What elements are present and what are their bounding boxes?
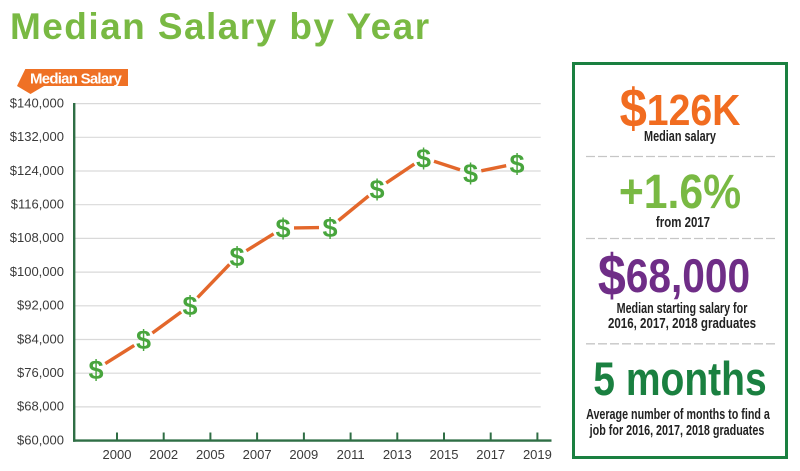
svg-text:Median Salary: Median Salary [30, 70, 123, 87]
svg-text:2000: 2000 [103, 447, 132, 462]
svg-text:$92,000: $92,000 [17, 298, 64, 313]
svg-text:2009: 2009 [289, 447, 318, 462]
svg-text:$84,000: $84,000 [17, 331, 64, 346]
svg-text:$: $ [88, 355, 103, 385]
svg-text:2011: 2011 [337, 447, 365, 462]
svg-text:$: $ [509, 149, 524, 179]
svg-text:2002: 2002 [149, 447, 178, 462]
svg-text:$: $ [369, 175, 384, 205]
svg-text:$132,000: $132,000 [10, 129, 64, 144]
svg-text:$68,000: $68,000 [17, 399, 64, 414]
svg-text:$: $ [229, 242, 244, 272]
svg-text:2017: 2017 [476, 447, 505, 462]
svg-text:$108,000: $108,000 [10, 230, 64, 245]
svg-text:$124,000: $124,000 [10, 163, 64, 178]
svg-text:2007: 2007 [243, 447, 272, 462]
svg-text:$: $ [463, 159, 478, 189]
svg-text:$100,000: $100,000 [10, 264, 64, 279]
svg-text:$60,000: $60,000 [17, 432, 64, 447]
svg-text:$: $ [416, 144, 431, 174]
svg-text:2005: 2005 [196, 447, 225, 462]
svg-text:$116,000: $116,000 [11, 197, 64, 212]
svg-text:2015: 2015 [430, 447, 459, 462]
svg-text:$: $ [275, 214, 290, 244]
svg-text:$: $ [322, 213, 337, 243]
svg-text:$76,000: $76,000 [17, 365, 64, 380]
svg-text:$140,000: $140,000 [10, 95, 64, 110]
svg-text:$: $ [136, 325, 151, 355]
svg-text:2019: 2019 [523, 447, 552, 462]
svg-text:$: $ [182, 291, 197, 321]
svg-text:2013: 2013 [383, 447, 412, 462]
